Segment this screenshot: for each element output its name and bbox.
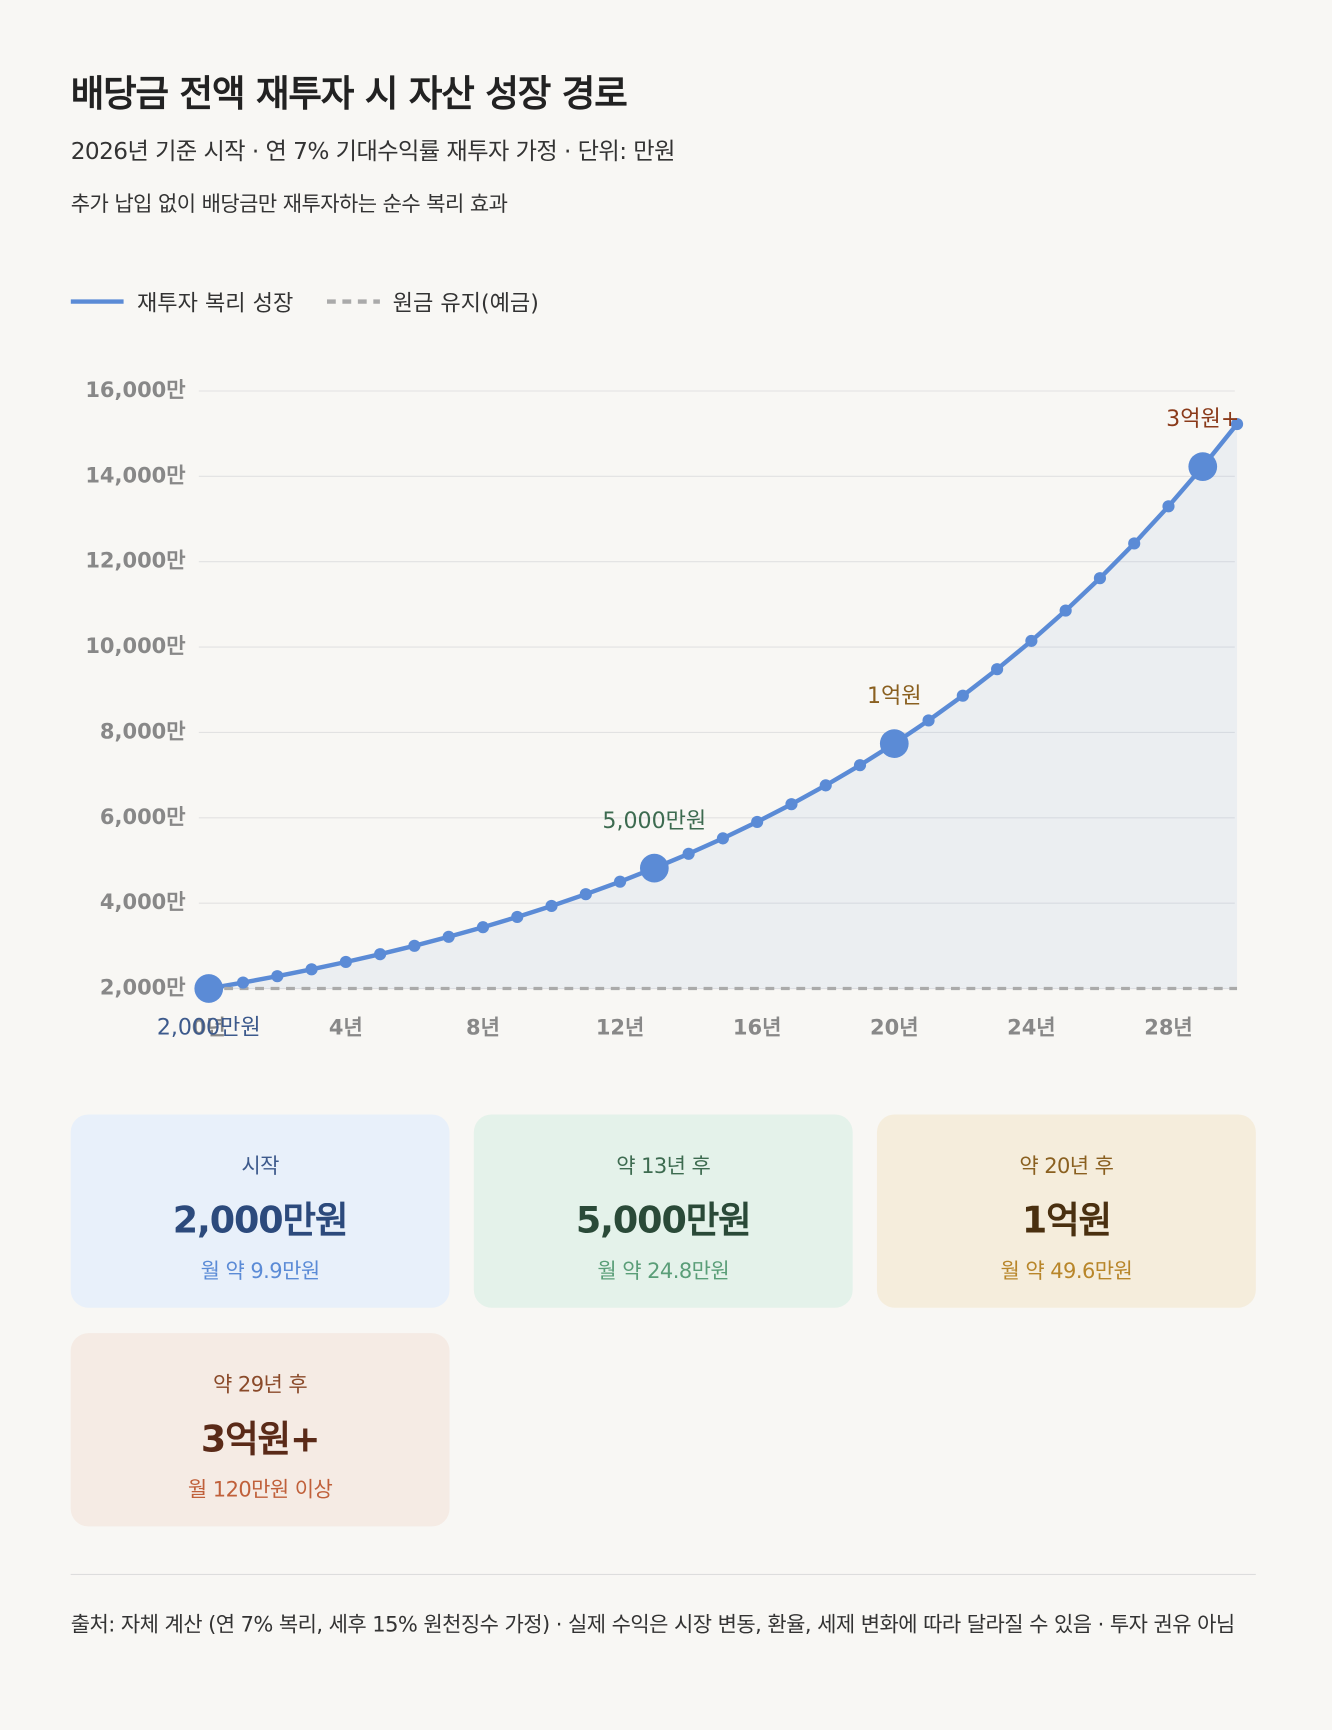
point — [922, 714, 935, 727]
y-tick-label: 14,000만 — [85, 463, 185, 487]
legend-item: 재투자 복리 성장 — [70, 285, 294, 317]
point — [1093, 572, 1107, 585]
point — [545, 899, 558, 913]
card-label: 약 13년 후 — [616, 1154, 711, 1179]
point — [853, 759, 867, 772]
milestone-point — [194, 974, 224, 1003]
x-tick-label: 16년 — [733, 1015, 781, 1039]
x-tick-label: 20년 — [870, 1015, 918, 1039]
point — [785, 798, 798, 811]
card-value: 3억원+ — [200, 1417, 321, 1461]
card-note: 월 약 9.9만원 — [200, 1259, 321, 1284]
card-label: 시작 — [241, 1154, 279, 1179]
point — [1059, 604, 1072, 617]
point — [271, 970, 284, 983]
x-tick-label: 4년 — [329, 1015, 363, 1039]
x-tick-label: 0년 — [192, 1015, 226, 1039]
legend-label: 재투자 복리 성장 — [136, 289, 294, 316]
legend: 재투자 복리 성장 원금 유지(예금) — [70, 285, 572, 317]
point — [579, 888, 592, 901]
x-tick-label: 24년 — [1007, 1015, 1055, 1039]
footer: 출처: 자체 계산 (연 7% 복리, 세후 15% 원천징수 가정) · 실제… — [70, 1612, 1236, 1637]
point — [613, 875, 627, 888]
description: 추가 납입 없이 배당금만 재투자하는 순수 복리 효과 — [70, 192, 508, 217]
separator — [70, 1573, 1256, 1576]
card-note: 월 약 24.8만원 — [597, 1259, 730, 1284]
x-tick-label: 12년 — [596, 1015, 644, 1039]
y-tick-label: 12,000만 — [85, 549, 185, 573]
y-tick-label: 16,000만 — [85, 378, 185, 402]
x-tick-label: 8년 — [466, 1015, 500, 1039]
title: 배당금 전액 재투자 시 자산 성장 경로 — [70, 71, 628, 115]
point — [339, 955, 352, 969]
point — [442, 930, 455, 943]
milestone-point — [1188, 452, 1218, 481]
card-value: 5,000만원 — [575, 1198, 752, 1242]
y-tick-label: 4,000만 — [100, 890, 186, 914]
legend-label: 원금 유지(예금) — [392, 289, 539, 316]
milestone-point — [639, 853, 669, 883]
chart: 2,000만 4,000만 6,000만 8,000만 10,000만 12,000만 14… — [85, 378, 1244, 1040]
point — [511, 910, 524, 924]
point — [1230, 417, 1244, 431]
x-tick-label: 28년 — [1144, 1015, 1192, 1039]
subtitle: 2026년 기준 시작 · 연 7% 기대수익률 재투자 가정 · 단위: 만원 — [70, 138, 676, 165]
point — [476, 921, 490, 934]
milestone-point — [879, 729, 909, 758]
point — [1162, 500, 1175, 513]
point — [305, 963, 318, 976]
annotation: 1억원 — [867, 683, 922, 709]
card-value: 2,000만원 — [172, 1198, 349, 1242]
point — [819, 779, 832, 792]
point — [956, 689, 969, 702]
y-tick-label: 2,000만 — [100, 976, 186, 1000]
y-tick-label: 8,000만 — [100, 719, 186, 743]
legend-swatch — [70, 298, 124, 304]
y-tick-label: 10,000만 — [85, 634, 185, 658]
annotation: 3억원+ — [1166, 406, 1239, 432]
annotation: 5,000만원 — [602, 808, 706, 834]
annotation: 2,000만원 — [157, 1014, 261, 1040]
legend-swatch — [326, 298, 380, 304]
card: 약 29년 후 3억원+ 월 120만원 이상 — [70, 1333, 450, 1527]
card-note: 월 120만원 이상 — [187, 1477, 333, 1503]
point — [751, 815, 764, 828]
point — [408, 939, 421, 952]
card-label: 약 20년 후 — [1019, 1154, 1114, 1179]
point — [1025, 634, 1038, 647]
card-value: 1억원 — [1021, 1198, 1112, 1242]
point — [716, 832, 729, 845]
point — [236, 976, 250, 989]
legend-item: 원금 유지(예금) — [326, 285, 539, 317]
y-tick-label: 6,000만 — [100, 805, 186, 829]
card: 약 20년 후 1억원 월 약 49.6만원 — [876, 1114, 1256, 1308]
card: 약 13년 후 5,000만원 월 약 24.8만원 — [473, 1114, 853, 1308]
point — [991, 663, 1004, 676]
point — [374, 948, 387, 961]
point — [1128, 537, 1141, 550]
area — [208, 424, 1238, 989]
card-label: 약 29년 후 — [213, 1372, 308, 1398]
point — [682, 847, 695, 860]
card: 시작 2,000만원 월 약 9.9만원 — [70, 1114, 450, 1308]
card-note: 월 약 49.6만원 — [1000, 1259, 1133, 1284]
